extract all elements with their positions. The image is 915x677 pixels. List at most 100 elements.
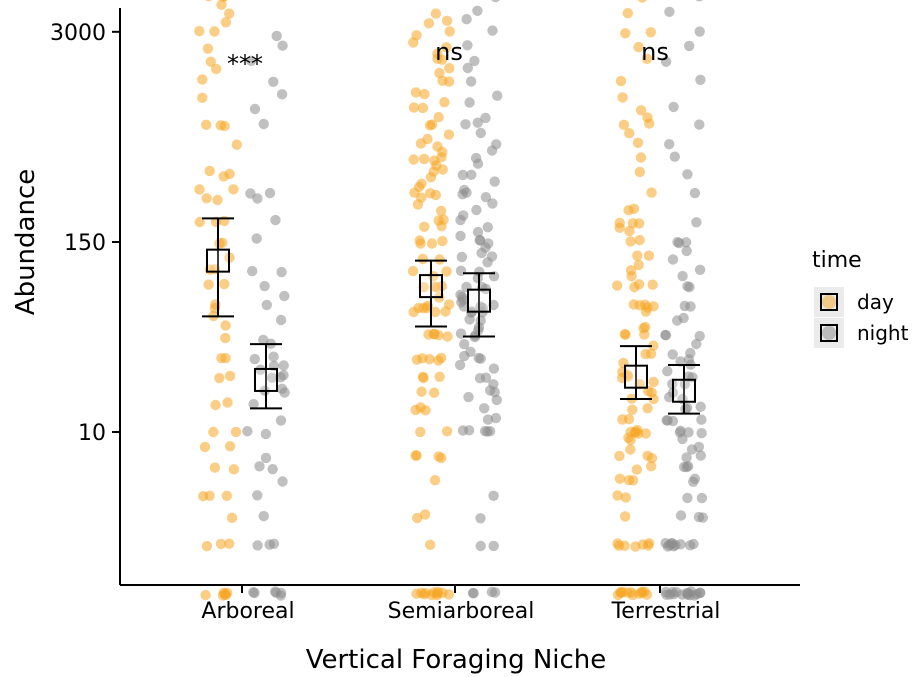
point-day-arboreal-8 bbox=[201, 540, 213, 552]
point-night-semiarboreal-57 bbox=[486, 251, 498, 262]
annotation-terrestrial: ns bbox=[641, 38, 669, 66]
point-day-terrestrial-87 bbox=[634, 166, 645, 178]
point-day-terrestrial-23 bbox=[627, 475, 639, 486]
point-day-semiarboreal-27 bbox=[417, 371, 429, 382]
point-day-arboreal-39 bbox=[219, 215, 230, 227]
point-night-arboreal-45 bbox=[276, 89, 288, 100]
point-night-terrestrial-91 bbox=[684, 40, 695, 52]
point-day-terrestrial-30 bbox=[625, 444, 636, 455]
legend: time day night bbox=[812, 248, 909, 348]
point-day-semiarboreal-9 bbox=[426, 589, 437, 601]
y-tick-label-3000: 3000 bbox=[50, 21, 106, 46]
point-night-terrestrial-64 bbox=[667, 349, 678, 360]
point-night-semiarboreal-73 bbox=[459, 184, 470, 196]
point-night-arboreal-43 bbox=[258, 118, 269, 130]
point-night-semiarboreal-56 bbox=[456, 251, 468, 263]
point-day-terrestrial-38 bbox=[625, 426, 636, 438]
point-day-arboreal-12 bbox=[204, 490, 215, 501]
point-night-semiarboreal-63 bbox=[455, 230, 466, 242]
point-night-semiarboreal-91 bbox=[487, 25, 498, 36]
point-day-semiarboreal-13 bbox=[419, 509, 431, 520]
point-night-terrestrial-87 bbox=[694, 119, 705, 130]
x-tick-label-arboreal: Arboreal bbox=[201, 599, 294, 624]
point-day-semiarboreal-57 bbox=[426, 238, 438, 249]
point-night-terrestrial-81 bbox=[672, 236, 683, 248]
point-night-semiarboreal-93 bbox=[472, 5, 483, 16]
mean-marker-night-semiarboreal bbox=[467, 288, 491, 313]
point-day-terrestrial-97 bbox=[641, 53, 653, 64]
point-night-arboreal-49 bbox=[271, 30, 282, 42]
point-night-semiarboreal-12 bbox=[479, 425, 491, 437]
point-night-terrestrial-49 bbox=[695, 401, 706, 412]
point-day-semiarboreal-55 bbox=[417, 253, 429, 265]
point-night-terrestrial-25 bbox=[660, 537, 671, 549]
point-day-semiarboreal-11 bbox=[425, 539, 436, 550]
point-day-arboreal-6 bbox=[224, 538, 235, 549]
point-day-terrestrial-83 bbox=[614, 217, 625, 229]
point-night-terrestrial-36 bbox=[695, 450, 706, 461]
point-night-semiarboreal-17 bbox=[491, 394, 502, 406]
point-night-semiarboreal-68 bbox=[471, 204, 482, 216]
point-night-arboreal-9 bbox=[258, 510, 269, 522]
point-night-terrestrial-89 bbox=[695, 74, 706, 86]
point-night-terrestrial-15 bbox=[660, 586, 671, 598]
point-night-semiarboreal-75 bbox=[457, 169, 468, 181]
point-night-arboreal-11 bbox=[277, 476, 288, 487]
point-day-terrestrial-98 bbox=[633, 41, 644, 53]
point-day-arboreal-16 bbox=[199, 441, 211, 453]
x-axis-title: Vertical Foraging Niche bbox=[306, 645, 607, 675]
point-night-semiarboreal-29 bbox=[459, 339, 470, 350]
point-day-semiarboreal-18 bbox=[433, 451, 444, 462]
point-day-terrestrial-94 bbox=[635, 105, 647, 116]
point-night-arboreal-21 bbox=[276, 383, 288, 394]
point-day-semiarboreal-103 bbox=[411, 30, 422, 41]
point-day-arboreal-52 bbox=[197, 74, 208, 85]
mean-marker-day-semiarboreal bbox=[419, 274, 443, 299]
point-day-terrestrial-95 bbox=[617, 92, 628, 103]
point-night-terrestrial-47 bbox=[696, 414, 707, 425]
point-day-semiarboreal-72 bbox=[416, 178, 427, 189]
point-night-semiarboreal-92 bbox=[461, 14, 472, 25]
point-day-terrestrial-65 bbox=[628, 299, 639, 310]
summary-layer bbox=[202, 217, 700, 415]
point-night-arboreal-39 bbox=[270, 214, 281, 226]
point-night-terrestrial-63 bbox=[685, 347, 696, 359]
point-day-arboreal-25 bbox=[220, 332, 231, 344]
point-night-terrestrial-48 bbox=[662, 415, 673, 426]
point-night-semiarboreal-53 bbox=[455, 265, 467, 276]
point-night-arboreal-15 bbox=[242, 426, 253, 437]
point-day-terrestrial-69 bbox=[633, 279, 645, 290]
point-night-semiarboreal-22 bbox=[480, 372, 492, 383]
significance-annotations: *** ns ns bbox=[227, 38, 669, 78]
point-day-semiarboreal-12 bbox=[412, 512, 423, 524]
point-day-semiarboreal-51 bbox=[429, 281, 440, 292]
point-night-terrestrial-77 bbox=[667, 254, 679, 265]
point-night-arboreal-32 bbox=[275, 314, 287, 326]
point-day-arboreal-64 bbox=[221, 0, 228, 2]
point-day-semiarboreal-31 bbox=[436, 352, 447, 364]
point-day-semiarboreal-97 bbox=[444, 62, 455, 74]
point-night-semiarboreal-74 bbox=[489, 176, 500, 187]
point-night-semiarboreal-3 bbox=[489, 587, 501, 598]
point-night-terrestrial-9 bbox=[695, 587, 706, 598]
point-night-semiarboreal-54 bbox=[474, 266, 485, 277]
point-day-terrestrial-47 bbox=[648, 376, 659, 388]
point-night-semiarboreal-15 bbox=[479, 403, 490, 414]
point-day-semiarboreal-56 bbox=[434, 254, 445, 265]
point-day-terrestrial-18 bbox=[643, 540, 654, 551]
point-day-terrestrial-37 bbox=[640, 428, 651, 439]
point-day-arboreal-14 bbox=[209, 462, 221, 473]
point-day-terrestrial-29 bbox=[646, 453, 658, 464]
point-day-terrestrial-21 bbox=[612, 490, 623, 501]
point-night-arboreal-35 bbox=[259, 280, 270, 292]
point-night-terrestrial-24 bbox=[668, 541, 679, 552]
point-night-arboreal-14 bbox=[260, 452, 272, 464]
point-night-terrestrial-83 bbox=[689, 187, 701, 199]
point-night-arboreal-47 bbox=[245, 55, 257, 66]
point-night-semiarboreal-84 bbox=[480, 112, 491, 124]
point-day-terrestrial-70 bbox=[647, 279, 658, 290]
point-day-semiarboreal-104 bbox=[444, 26, 455, 37]
point-day-terrestrial-46 bbox=[646, 387, 657, 398]
point-night-arboreal-12 bbox=[254, 461, 265, 472]
